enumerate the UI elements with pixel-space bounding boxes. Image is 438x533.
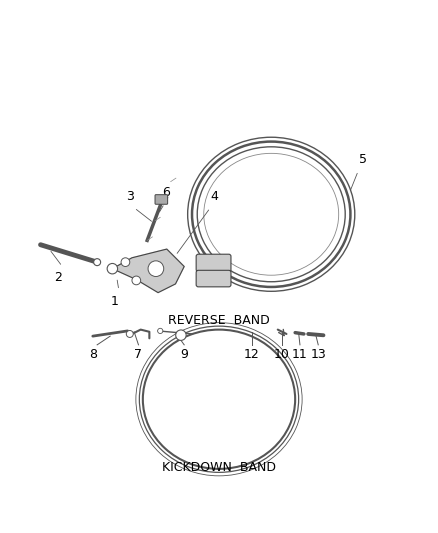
Circle shape (121, 258, 130, 266)
Circle shape (148, 261, 164, 277)
Text: 3: 3 (126, 190, 134, 204)
FancyBboxPatch shape (155, 195, 168, 204)
Text: 4: 4 (211, 190, 219, 204)
Text: 12: 12 (244, 348, 260, 361)
Text: 10: 10 (274, 348, 290, 361)
Polygon shape (113, 249, 184, 293)
Text: 13: 13 (311, 348, 326, 361)
Circle shape (132, 276, 141, 285)
Text: REVERSE  BAND: REVERSE BAND (168, 314, 270, 327)
Text: 7: 7 (134, 348, 142, 361)
FancyBboxPatch shape (196, 270, 231, 287)
Circle shape (176, 330, 186, 341)
Text: 2: 2 (54, 271, 62, 284)
FancyBboxPatch shape (196, 254, 231, 272)
Text: 9: 9 (180, 348, 188, 361)
Circle shape (126, 330, 133, 337)
Text: KICKDOWN  BAND: KICKDOWN BAND (162, 461, 276, 474)
Circle shape (107, 263, 117, 274)
Text: 5: 5 (359, 154, 367, 166)
Circle shape (158, 328, 163, 334)
Text: 8: 8 (89, 348, 97, 361)
Text: 6: 6 (162, 186, 170, 199)
Text: 11: 11 (292, 348, 308, 361)
Circle shape (94, 259, 101, 265)
Text: 1: 1 (111, 295, 119, 308)
